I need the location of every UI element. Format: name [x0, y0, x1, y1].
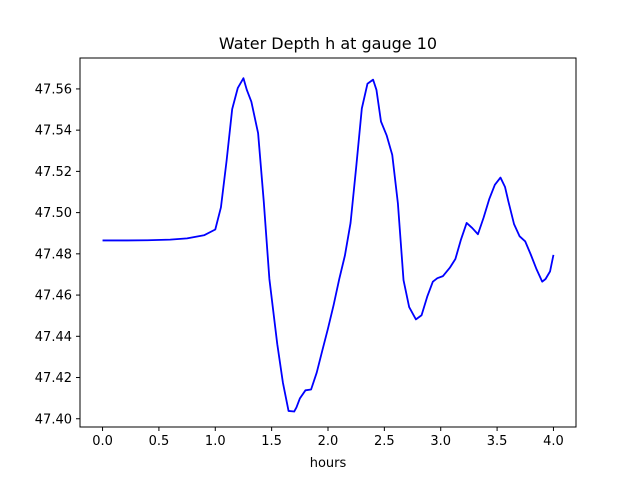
chart-title: Water Depth h at gauge 10 [219, 34, 437, 53]
series-line-0 [102, 77, 555, 413]
y-tick-label: 47.52 [35, 165, 72, 180]
y-tick-label: 47.48 [35, 247, 72, 262]
y-tick-label: 47.50 [35, 206, 72, 221]
plot-area-frame [79, 57, 577, 428]
y-tick-label: 47.46 [35, 289, 72, 304]
x-axis-label: hours [310, 456, 347, 471]
x-tick-label: 2.5 [374, 434, 395, 449]
x-tick-label: 1.0 [205, 434, 226, 449]
y-tick-label: 47.44 [35, 330, 72, 345]
x-tick-label: 3.5 [487, 434, 508, 449]
x-tick-label: 2.0 [318, 434, 339, 449]
plot-data-layer [102, 77, 555, 413]
y-tick-label: 47.42 [35, 371, 72, 386]
y-tick-label: 47.40 [35, 412, 72, 427]
x-tick-label: 4.0 [543, 434, 564, 449]
x-tick-label: 1.5 [261, 434, 282, 449]
x-tick-label: 0.0 [92, 434, 113, 449]
x-tick-label: 0.5 [149, 434, 170, 449]
y-tick-label: 47.54 [35, 124, 72, 139]
y-tick-label: 47.56 [35, 82, 72, 97]
x-tick-label: 3.0 [430, 434, 451, 449]
axis-ticks-layer: 0.0 0.5 1.0 1.5 2.0 2.5 3.0 3.5 4.0 47.40 47.42 47.… [35, 82, 564, 449]
